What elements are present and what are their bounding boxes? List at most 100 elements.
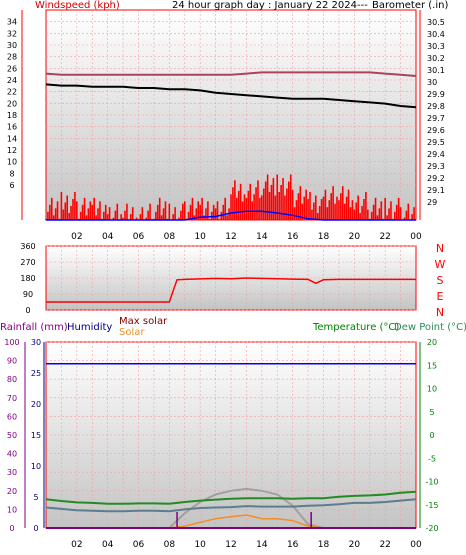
barometer-tick-label: 30.5: [427, 18, 445, 27]
hour-tick-label: 22: [379, 232, 390, 242]
temp-tick-label: 20: [427, 338, 437, 347]
rainfall-label: Rainfall (mm): [0, 322, 68, 333]
barometer-tick-label: 30: [427, 78, 437, 87]
direction-line: [46, 277, 416, 303]
hour-tick-label: 16: [287, 540, 299, 550]
wind-tick-label: 20: [7, 99, 17, 108]
direction-tick-label: 270: [20, 258, 35, 267]
rain-tick-label: 80: [7, 375, 17, 384]
wind-tick-label: 30: [7, 41, 17, 50]
direction-tick-label: 0: [25, 306, 30, 315]
hour-tick-label: 08: [164, 232, 176, 242]
dew-point-line: [45, 498, 417, 513]
humidity-tick-label: 30: [31, 338, 41, 347]
barometer-tick-label: 30.2: [427, 54, 445, 63]
humidity-tick-label: 25: [31, 369, 41, 378]
wind-tick-label: 28: [7, 53, 17, 62]
wind-tick-label: 26: [7, 64, 17, 73]
wind-tick-label: 14: [7, 134, 17, 143]
humidity-tick-label: 0: [33, 524, 38, 533]
hour-tick-label: 02: [71, 540, 82, 550]
wind-tick-label: 12: [7, 146, 17, 155]
hour-tick-label: 04: [102, 540, 114, 550]
barometer-tick-label: 29.2: [427, 174, 445, 183]
hour-tick-label: 00: [410, 540, 422, 550]
temp-tick-label: 5: [429, 408, 434, 417]
rain-tick-label: 10: [7, 505, 17, 514]
barometer-label: Barometer (.in): [372, 0, 448, 11]
rain-tick-label: 70: [7, 394, 17, 403]
wind-tick-label: 16: [7, 123, 17, 132]
avg-wind-line: [46, 210, 416, 221]
chart-title: 24 hour graph day : January 22 2024---: [172, 0, 368, 11]
rain-tick-label: 0: [9, 524, 14, 533]
wind-tick-label: 8: [9, 169, 14, 178]
max-barometer-line: [45, 71, 417, 77]
barometer-tick-label: 30.4: [427, 30, 445, 39]
barometer-tick-label: 29.3: [427, 162, 445, 171]
barometer-tick-label: 29.4: [427, 150, 445, 159]
humidity-tick-label: 5: [33, 493, 38, 502]
barometer-tick-label: 30.1: [427, 66, 445, 75]
wind-tick-label: 32: [7, 29, 17, 38]
rain-tick-label: 50: [7, 431, 17, 440]
hour-tick-label: 18: [318, 232, 330, 242]
rain-tick-label: 40: [7, 450, 17, 459]
compass-label: N: [436, 242, 444, 255]
barometer-tick-label: 29.1: [427, 186, 445, 195]
compass-label: N: [436, 306, 444, 319]
hour-tick-label: 04: [102, 232, 114, 242]
hour-tick-label: 12: [225, 540, 236, 550]
wind-tick-label: 6: [9, 181, 14, 190]
hour-tick-label: 14: [256, 540, 268, 550]
direction-tick-label: 360: [20, 242, 35, 251]
wind-barometer-panel: 6 8 10 12 14 16 18 20 22 24 26 28 30 32 34 29 29.1 29.2 29…: [7, 9, 445, 242]
hour-tick-label: 18: [318, 540, 330, 550]
windspeed-label: Windspeed (kph): [35, 0, 120, 11]
temp-humidity-panel: 0102030405060708090100051015202530-20-15…: [4, 338, 438, 550]
wind-tick-label: 22: [7, 88, 17, 97]
rain-tick-label: 30: [7, 468, 17, 477]
barometer-tick-label: 29.8: [427, 102, 445, 111]
compass-label: W: [435, 258, 446, 271]
hour-tick-label: 14: [256, 232, 268, 242]
hour-tick-label: 20: [349, 540, 361, 550]
hour-tick-label: 16: [287, 232, 299, 242]
temperature-line: [45, 490, 417, 505]
hour-tick-label: 10: [194, 540, 206, 550]
humidity-tick-label: 20: [31, 400, 41, 409]
temperature-label: Temperature (°C): [312, 322, 399, 333]
hour-tick-label: 20: [349, 232, 361, 242]
temp-tick-label: 10: [427, 385, 437, 394]
temp-tick-label: -10: [425, 478, 438, 487]
hour-tick-label: 06: [133, 540, 145, 550]
temp-tick-label: 15: [427, 361, 437, 370]
direction-tick-label: 180: [20, 274, 35, 283]
temp-tick-label: -20: [425, 524, 438, 533]
hour-tick-label: 12: [225, 232, 236, 242]
direction-tick-label: 90: [23, 290, 33, 299]
humidity-label: Humidity: [67, 322, 112, 333]
hour-tick-label: 10: [194, 232, 206, 242]
compass-label: S: [437, 274, 444, 287]
hour-tick-label: 22: [379, 540, 390, 550]
hour-tick-label: 00: [410, 232, 422, 242]
wind-tick-label: 18: [7, 111, 17, 120]
wind-tick-label: 24: [7, 76, 17, 85]
wind-tick-label: 34: [7, 18, 17, 27]
solar-label: Solar: [119, 327, 145, 338]
rain-tick-label: 20: [7, 487, 17, 496]
rain-tick-label: 90: [7, 357, 17, 366]
hour-tick-label: 08: [164, 540, 176, 550]
rain-tick-label: 100: [4, 338, 19, 347]
max-solar-label: Max solar: [119, 316, 168, 327]
temp-tick-label: 0: [429, 431, 434, 440]
hour-tick-label: 06: [133, 232, 145, 242]
temp-tick-label: -15: [425, 501, 438, 510]
wind-tick-label: 10: [7, 158, 17, 167]
compass-label: E: [437, 290, 444, 303]
barometer-tick-label: 30.3: [427, 42, 445, 51]
hour-tick-label: 02: [71, 232, 82, 242]
